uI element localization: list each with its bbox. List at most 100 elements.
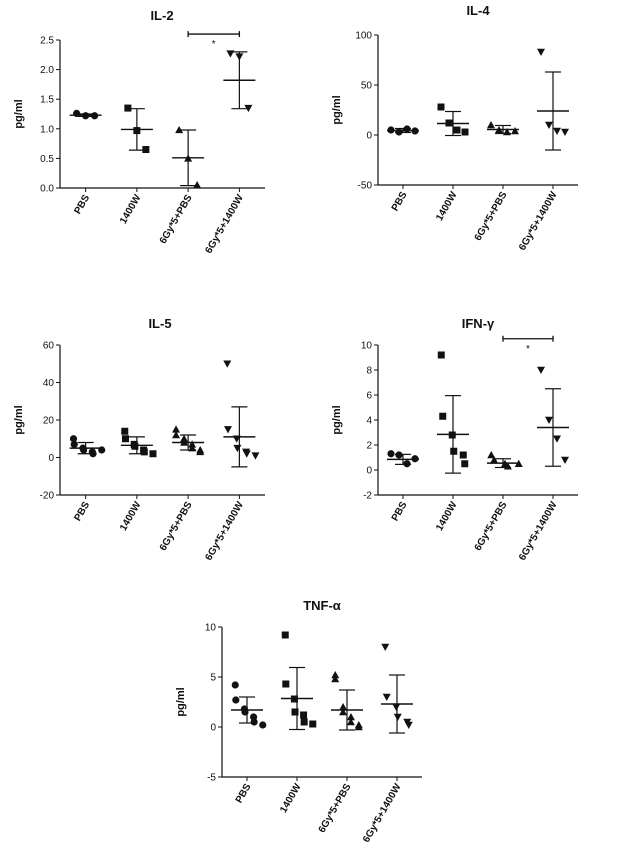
data-point bbox=[490, 456, 499, 464]
series-1 bbox=[69, 109, 102, 120]
y-tick-label: 0 bbox=[366, 466, 372, 477]
data-point bbox=[339, 703, 348, 711]
data-point bbox=[291, 708, 299, 716]
data-point bbox=[393, 713, 402, 721]
data-point bbox=[439, 412, 447, 420]
y-tick-label: 2 bbox=[366, 441, 372, 452]
y-tick-label: 0 bbox=[210, 723, 216, 734]
data-point bbox=[121, 427, 129, 435]
chart-title: IL-4 bbox=[466, 3, 490, 18]
y-tick-label: 2.0 bbox=[40, 65, 54, 76]
x-tick-label: 6Gy*5+1400W bbox=[204, 500, 247, 563]
series-4 bbox=[223, 360, 260, 468]
chart-title: TNF-α bbox=[303, 598, 341, 613]
series-2 bbox=[120, 104, 153, 154]
series-2 bbox=[437, 103, 469, 137]
data-point bbox=[339, 708, 348, 716]
data-point bbox=[223, 426, 232, 434]
chart-title: IFN-γ bbox=[462, 316, 495, 331]
data-point bbox=[172, 425, 181, 433]
x-tick-label: 1400W bbox=[434, 190, 460, 223]
series-4 bbox=[381, 643, 413, 734]
x-tick-label: PBS bbox=[72, 500, 92, 524]
x-tick-label: 6Gy*5+PBS bbox=[158, 193, 195, 246]
data-point bbox=[244, 104, 253, 113]
data-point bbox=[242, 450, 251, 458]
data-point bbox=[124, 104, 132, 112]
data-point bbox=[188, 440, 197, 448]
y-axis-label: pg/ml bbox=[13, 405, 25, 434]
data-point bbox=[437, 351, 445, 359]
y-tick-label: 50 bbox=[361, 81, 373, 92]
data-point bbox=[172, 431, 181, 439]
data-point bbox=[553, 127, 561, 135]
data-point bbox=[193, 181, 202, 189]
x-tick-label: 6Gy*5+PBS bbox=[158, 500, 195, 553]
y-tick-label: 0.0 bbox=[40, 184, 54, 195]
data-point bbox=[346, 713, 355, 721]
data-point bbox=[346, 718, 355, 726]
data-point bbox=[545, 121, 553, 129]
y-tick-label: 6 bbox=[366, 391, 372, 402]
data-point bbox=[175, 125, 184, 134]
data-point bbox=[223, 360, 232, 368]
data-point bbox=[392, 703, 401, 711]
x-tick-label: 6Gy*5+PBS bbox=[473, 190, 510, 243]
data-point bbox=[300, 718, 308, 726]
significance-label: * bbox=[526, 344, 530, 355]
data-point bbox=[251, 452, 260, 460]
y-axis-label: pg/ml bbox=[331, 95, 343, 124]
data-point bbox=[437, 103, 445, 111]
series-3 bbox=[487, 121, 519, 136]
data-point bbox=[381, 643, 390, 651]
significance-label: * bbox=[212, 39, 216, 50]
y-tick-label: 100 bbox=[355, 31, 372, 42]
x-tick-label: PBS bbox=[390, 500, 410, 524]
x-tick-label: 6Gy*5+PBS bbox=[317, 782, 354, 835]
data-point bbox=[140, 448, 148, 456]
y-tick-label: 5 bbox=[210, 673, 216, 684]
data-point bbox=[131, 442, 139, 450]
data-point bbox=[387, 450, 395, 458]
data-point bbox=[395, 451, 403, 459]
data-point bbox=[300, 711, 308, 719]
data-point bbox=[149, 450, 157, 458]
data-point bbox=[382, 693, 391, 701]
y-tick-label: 40 bbox=[43, 378, 55, 389]
y-tick-label: 10 bbox=[361, 341, 373, 352]
data-point bbox=[487, 121, 495, 129]
data-point bbox=[282, 680, 290, 688]
panel-1: IL-2 0.0 0.5 1.0 1.5 2.0 2.5 pg/ml PBS 1400W 6Gy*5… bbox=[13, 8, 265, 256]
series-4 bbox=[223, 50, 256, 113]
panel-4: IFN-γ -2 0 2 4 6 8 10 pg/ml PBS 1400W 6Gy*5+PBS 6Gy*… bbox=[331, 316, 578, 563]
series-4 bbox=[537, 48, 569, 151]
chart-title: IL-2 bbox=[150, 8, 173, 23]
data-point bbox=[561, 456, 569, 464]
data-point bbox=[142, 146, 150, 154]
y-tick-label: 0 bbox=[366, 131, 372, 142]
series-3 bbox=[487, 451, 523, 470]
series-2 bbox=[437, 351, 469, 474]
series-1 bbox=[231, 681, 267, 729]
x-tick-label: 1400W bbox=[118, 500, 144, 533]
x-tick-label: 6Gy*5+1400W bbox=[204, 193, 247, 256]
series-3 bbox=[172, 425, 205, 456]
data-point bbox=[511, 127, 519, 135]
y-tick-label: 1.5 bbox=[40, 95, 54, 106]
y-tick-label: 8 bbox=[366, 366, 372, 377]
panel-5: TNF-α -5 0 5 10 pg/ml PBS 1400W 6Gy*5+PBS 6Gy*5+1… bbox=[175, 598, 422, 845]
y-tick-label: 20 bbox=[43, 416, 55, 427]
data-point bbox=[180, 434, 189, 442]
x-tick-label: 6Gy*5+1400W bbox=[517, 190, 560, 253]
data-point bbox=[461, 460, 469, 468]
data-point bbox=[232, 696, 240, 704]
y-tick-label: -2 bbox=[363, 491, 372, 502]
data-point bbox=[553, 435, 561, 443]
data-point bbox=[196, 447, 205, 456]
data-point bbox=[281, 631, 289, 639]
data-point bbox=[403, 460, 411, 468]
y-tick-label: 10 bbox=[205, 623, 217, 634]
x-tick-label: 6Gy*5+PBS bbox=[473, 500, 510, 553]
data-point bbox=[404, 721, 413, 729]
panel-2: IL-4 -50 0 50 100 pg/ml PBS 1400W 6Gy*5+PBS 6Gy*5… bbox=[331, 3, 578, 253]
